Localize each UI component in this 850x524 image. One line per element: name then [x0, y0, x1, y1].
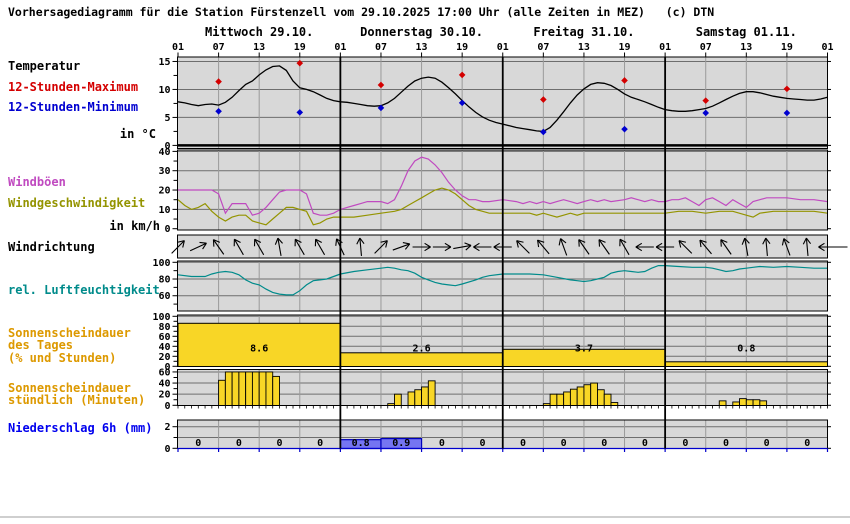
wind-unit-label: in km/h — [109, 219, 160, 233]
svg-text:0: 0 — [276, 438, 282, 449]
svg-text:20: 20 — [158, 390, 170, 401]
svg-text:0: 0 — [164, 444, 170, 455]
svg-text:40: 40 — [158, 379, 170, 390]
svg-text:13: 13 — [253, 42, 265, 53]
svg-text:13: 13 — [578, 42, 590, 53]
svg-text:0: 0 — [164, 401, 170, 412]
temperature-panel: 15 10 5 0 — [158, 56, 831, 152]
time-axis: Mittwoch 29.10. Donnerstag 30.10. Freitag … — [172, 25, 834, 57]
precipitation-panel: 2 0 0 0 0 0 0.8 0.9 0 0 0 0 0 0 0 0 0 0 — [164, 419, 831, 455]
svg-text:0: 0 — [195, 438, 201, 449]
svg-text:0: 0 — [764, 438, 770, 449]
day-boundaries — [339, 57, 667, 449]
svg-text:Mittwoch 29.10.: Mittwoch 29.10. — [205, 25, 313, 39]
svg-text:0: 0 — [164, 362, 170, 373]
svg-text:15: 15 — [158, 57, 170, 68]
precipitation-label: Niederschlag 6h (mm) — [8, 421, 153, 435]
svg-text:01: 01 — [659, 42, 671, 53]
svg-text:Freitag 31.10.: Freitag 31.10. — [533, 25, 634, 39]
temperature-max-label: 12-Stunden-Maximum — [8, 80, 139, 94]
svg-text:13: 13 — [416, 42, 428, 53]
svg-text:8.6: 8.6 — [250, 344, 268, 355]
svg-text:60: 60 — [158, 332, 170, 343]
svg-text:10: 10 — [158, 205, 170, 216]
svg-text:60: 60 — [158, 291, 170, 302]
svg-text:0: 0 — [601, 438, 607, 449]
svg-text:2: 2 — [164, 422, 170, 433]
svg-text:0: 0 — [439, 438, 445, 449]
temperature-min-label: 12-Stunden-Minimum — [8, 100, 139, 114]
svg-text:80: 80 — [158, 322, 170, 333]
svg-text:0: 0 — [723, 438, 729, 449]
bottom-divider — [0, 516, 850, 518]
svg-text:Samstag 01.11.: Samstag 01.11. — [696, 25, 797, 39]
sunshine-daily-label: Sonnenscheindauer des Tages (% und Stunden… — [8, 326, 131, 365]
svg-text:Donnerstag 30.10.: Donnerstag 30.10. — [360, 25, 483, 39]
svg-text:0: 0 — [682, 438, 688, 449]
humidity-label: rel. Luftfeuchtigkeit — [8, 283, 160, 297]
svg-text:2.6: 2.6 — [413, 344, 431, 355]
wind-speed-label: Windgeschwindigkeit — [8, 196, 146, 210]
temperature-label: Temperatur — [8, 59, 81, 73]
svg-text:5: 5 — [164, 113, 170, 124]
svg-text:100: 100 — [152, 258, 170, 269]
svg-text:13: 13 — [740, 42, 752, 53]
humidity-panel: 100 80 60 — [152, 258, 831, 312]
svg-text:0: 0 — [317, 438, 323, 449]
svg-text:30: 30 — [158, 166, 170, 177]
wind-gust-label: Windböen — [8, 175, 66, 189]
page-title: Vorhersagediagramm für die Station Fürst… — [8, 5, 715, 19]
svg-text:3.7: 3.7 — [575, 344, 593, 355]
meteogram-chart: Mittwoch 29.10. Donnerstag 30.10. Freitag … — [152, 25, 848, 455]
svg-text:10: 10 — [158, 85, 170, 96]
svg-text:40: 40 — [158, 342, 170, 353]
svg-text:19: 19 — [294, 42, 306, 53]
footer: powered by DTN — [0, 462, 850, 516]
svg-text:19: 19 — [619, 42, 631, 53]
svg-text:01: 01 — [334, 42, 346, 53]
svg-text:20: 20 — [158, 186, 170, 197]
sunshine-hourly-label: Sonnenscheindauer stündlich (Minuten) — [8, 381, 146, 408]
wind-direction-panel — [171, 234, 848, 259]
svg-text:01: 01 — [172, 42, 184, 53]
svg-text:60: 60 — [158, 367, 170, 378]
svg-text:0: 0 — [164, 224, 170, 235]
svg-text:0: 0 — [164, 141, 170, 152]
svg-text:80: 80 — [158, 275, 170, 286]
wind-direction-label: Windrichtung — [8, 240, 95, 254]
svg-text:07: 07 — [700, 42, 712, 53]
svg-text:0: 0 — [804, 438, 810, 449]
svg-text:40: 40 — [158, 147, 170, 158]
svg-text:0.9: 0.9 — [392, 438, 410, 449]
svg-text:19: 19 — [456, 42, 468, 53]
svg-text:07: 07 — [537, 42, 549, 53]
svg-text:19: 19 — [781, 42, 793, 53]
svg-text:01: 01 — [497, 42, 509, 53]
svg-text:01: 01 — [821, 42, 833, 53]
temperature-unit-label: in °C — [119, 127, 156, 141]
svg-text:0: 0 — [479, 438, 485, 449]
svg-text:0: 0 — [561, 438, 567, 449]
svg-text:0: 0 — [520, 438, 526, 449]
svg-text:20: 20 — [158, 352, 170, 363]
svg-text:0.8: 0.8 — [737, 344, 755, 355]
wind-panel: 40 30 20 10 0 — [158, 147, 831, 235]
svg-text:07: 07 — [213, 42, 225, 53]
svg-text:0.8: 0.8 — [352, 438, 370, 449]
svg-text:07: 07 — [375, 42, 387, 53]
svg-text:0: 0 — [236, 438, 242, 449]
svg-text:0: 0 — [642, 438, 648, 449]
svg-text:100: 100 — [152, 312, 170, 323]
